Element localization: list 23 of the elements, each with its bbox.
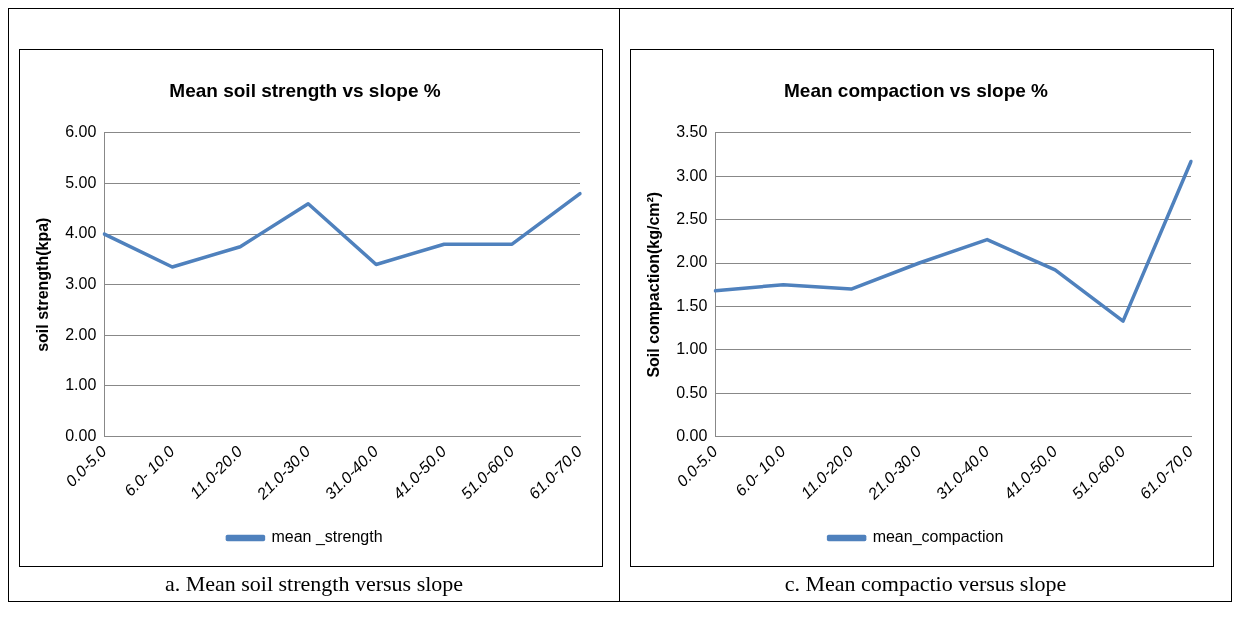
y-tick-label: 2.50 — [676, 210, 708, 228]
legend-label: mean _strength — [271, 528, 383, 547]
y-tick-label: 4.00 — [65, 224, 97, 242]
text: c. Mean compactio versus slope — [783, 570, 1068, 598]
y-tick-label: 5.00 — [65, 173, 97, 191]
chart-title: Mean compaction vs slope % — [784, 79, 1049, 101]
y-tick-label: 2.00 — [676, 253, 708, 271]
y-tick-label: 3.50 — [676, 123, 708, 141]
y-tick-label: 1.00 — [65, 376, 97, 394]
y-axis-title: Soil compaction(kg/cm²) — [645, 191, 663, 378]
y-tick-label: 0.00 — [65, 427, 97, 445]
y-tick-label: 3.00 — [676, 166, 708, 184]
y-tick-label: 2.00 — [65, 325, 97, 343]
y-tick-label: 1.50 — [676, 296, 708, 314]
y-tick-label: 3.00 — [65, 275, 97, 293]
y-tick-label: 6.00 — [65, 123, 97, 141]
y-axis-title: soil strength(kpa) — [34, 217, 52, 352]
y-tick-label: 1.00 — [676, 340, 708, 358]
y-tick-label: 0.50 — [676, 383, 708, 401]
y-tick-label: 0.00 — [676, 427, 708, 445]
chart-title: Mean soil strength vs slope % — [169, 79, 441, 101]
legend-label: mean_compaction — [872, 528, 1004, 547]
text: a. Mean soil strength versus slope — [163, 570, 465, 598]
